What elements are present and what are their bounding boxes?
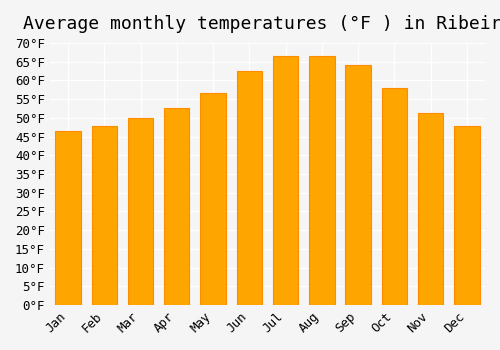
Bar (382, 88, 407, 305)
Bar (346, 65, 371, 305)
Bar (56, 131, 80, 305)
Bar (236, 71, 262, 305)
Bar (309, 56, 334, 305)
Bar (200, 93, 226, 305)
Bar (128, 118, 153, 305)
Bar (164, 108, 190, 305)
Bar (454, 126, 479, 305)
Bar (418, 113, 444, 305)
Bar (273, 56, 298, 305)
Bar (92, 126, 117, 305)
Title: Average monthly temperatures (°F ) in Ribeira: Average monthly temperatures (°F ) in Ri… (22, 15, 500, 33)
